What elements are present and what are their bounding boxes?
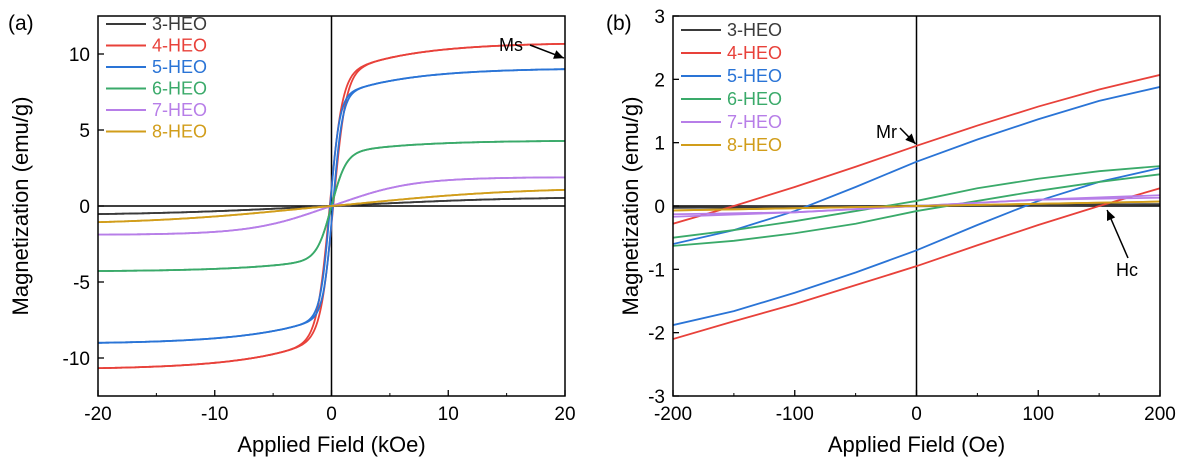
x-axis-label: Applied Field (Oe) xyxy=(828,432,1005,457)
annotation-hc: Hc xyxy=(1116,260,1138,280)
x-axis-label: Applied Field (kOe) xyxy=(237,432,425,457)
legend-label: 5-HEO xyxy=(727,66,782,86)
y-tick-label: 3 xyxy=(654,7,665,28)
y-tick-label: 1 xyxy=(654,134,665,155)
series-6-HEO-branch-upper xyxy=(673,165,1160,239)
legend-label: 7-HEO xyxy=(727,112,782,132)
legend-label: 7-HEO xyxy=(152,100,207,120)
annotation-mr: Mr xyxy=(876,122,897,142)
y-axis-label: Magnetization (emu/g) xyxy=(618,97,643,316)
panel-b: -200 -100 0 100 200 -3 -2 -1 0 1 2 3 Applied Field (… xyxy=(606,7,1176,457)
annotation-mr-arrowhead xyxy=(905,133,916,144)
y-tick-label: -5 xyxy=(73,273,90,294)
series-4-HEO-branch-upper xyxy=(673,74,1160,225)
legend-label: 6-HEO xyxy=(152,79,207,99)
x-tick-label: 0 xyxy=(326,404,337,425)
y-tick-label: -1 xyxy=(648,260,665,281)
x-tick-label: 20 xyxy=(554,404,575,425)
y-tick-label: 2 xyxy=(654,70,665,91)
panel-label: (b) xyxy=(606,12,632,35)
series-5-HEO-branch-lower xyxy=(673,167,1160,326)
y-tick-label: 5 xyxy=(79,121,90,142)
series-4-HEO-branch-lower xyxy=(673,187,1160,340)
series-5-HEO-branch-upper xyxy=(673,86,1160,245)
legend-label: 3-HEO xyxy=(152,14,207,34)
series-8-HEO-branch-lower xyxy=(98,188,565,224)
annotation-ms-arrowhead xyxy=(553,50,564,59)
series-6-HEO-branch-lower xyxy=(673,173,1160,247)
x-tick-label: -200 xyxy=(654,404,692,425)
x-tick-label: 100 xyxy=(1022,404,1054,425)
legend-label: 8-HEO xyxy=(152,122,207,142)
x-tick-label: -20 xyxy=(84,404,111,425)
annotation-ms: Ms xyxy=(499,35,523,55)
series-8-HEO-branch-lower xyxy=(673,200,1160,212)
legend-label: 8-HEO xyxy=(727,135,782,155)
x-tick-label: 10 xyxy=(438,404,459,425)
series-5-HEO-branch-lower xyxy=(98,68,565,344)
y-axis-label: Magnetization (emu/g) xyxy=(8,97,33,316)
y-tick-label: -10 xyxy=(63,349,90,370)
y-tick-label: 0 xyxy=(79,197,90,218)
annotation-hc-arrowhead xyxy=(1106,210,1116,221)
panel-a: -20 -10 0 10 20 -10 -5 0 5 10 Applied Field (kOe) M… xyxy=(8,12,576,457)
panel-label: (a) xyxy=(8,12,34,35)
x-tick-label: 200 xyxy=(1144,404,1176,425)
x-tick-label: -100 xyxy=(776,404,814,425)
x-tick-label: 0 xyxy=(911,404,922,425)
legend-label: 5-HEO xyxy=(152,57,207,77)
legend-label: 3-HEO xyxy=(727,20,782,40)
y-tick-label: 10 xyxy=(69,45,90,66)
legend-label: 4-HEO xyxy=(727,43,782,63)
legend-label: 6-HEO xyxy=(727,89,782,109)
y-tick-label: -2 xyxy=(648,324,665,345)
x-tick-label: -10 xyxy=(201,404,228,425)
y-tick-label: -3 xyxy=(648,387,665,408)
legend-label: 4-HEO xyxy=(152,36,207,56)
y-tick-label: 0 xyxy=(654,197,665,218)
